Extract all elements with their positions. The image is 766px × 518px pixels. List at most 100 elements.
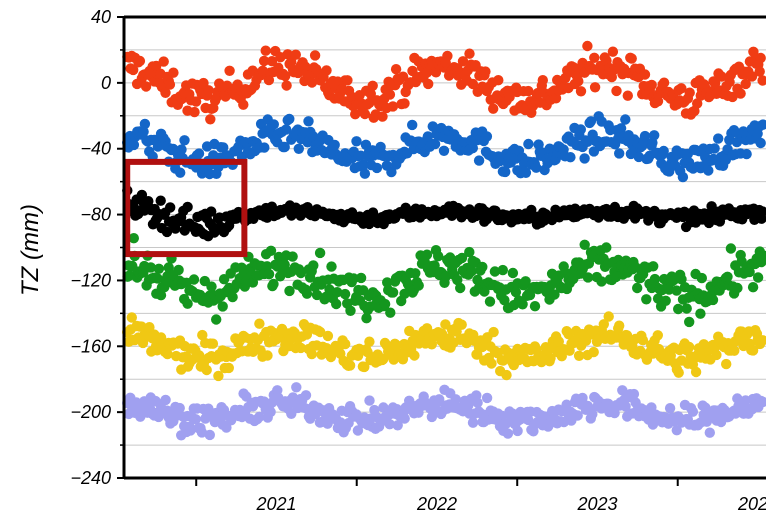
data-point	[139, 118, 151, 130]
data-point	[306, 77, 318, 88]
data-point	[553, 336, 564, 347]
data-point	[614, 148, 625, 159]
data-point	[145, 262, 156, 273]
data-point	[196, 427, 208, 438]
data-point	[467, 142, 478, 154]
data-point	[489, 266, 501, 277]
data-point	[517, 299, 528, 310]
axes: 40 0 −40 −80 −120 −160 −200 −240 2021 2022 2023 202…	[70, 7, 766, 514]
series-3	[122, 185, 766, 242]
data-point	[572, 410, 583, 421]
data-point	[331, 298, 342, 310]
data-point	[614, 320, 625, 331]
data-point	[603, 311, 614, 322]
data-point	[692, 98, 703, 109]
data-point	[266, 56, 278, 67]
data-point	[709, 143, 720, 154]
data-point	[684, 316, 695, 328]
data-point	[549, 289, 560, 300]
data-point	[626, 53, 637, 64]
data-point	[385, 307, 396, 318]
data-point	[481, 131, 493, 142]
data-point	[727, 91, 738, 103]
data-point	[529, 301, 541, 312]
data-point	[755, 52, 766, 64]
data-point	[429, 138, 441, 150]
data-point	[628, 388, 640, 400]
data-point	[284, 113, 295, 125]
data-point	[735, 88, 746, 99]
data-point	[377, 111, 388, 122]
data-point	[704, 427, 715, 438]
data-point	[716, 71, 727, 82]
data-point	[175, 167, 186, 178]
data-point	[512, 425, 523, 437]
data-point	[386, 166, 397, 178]
data-point	[615, 123, 627, 134]
data-point	[284, 285, 295, 297]
data-point	[409, 350, 420, 361]
data-point	[279, 259, 290, 270]
data-point	[575, 86, 587, 97]
data-point	[134, 55, 146, 67]
data-point	[364, 336, 375, 347]
data-point	[617, 385, 628, 396]
data-point	[201, 364, 212, 376]
data-point	[300, 390, 312, 401]
data-point	[190, 414, 201, 425]
data-point	[526, 204, 537, 216]
data-point	[752, 272, 764, 283]
data-point	[707, 294, 719, 306]
data-point	[622, 90, 633, 101]
data-point	[158, 56, 169, 67]
data-point	[565, 152, 576, 163]
data-point	[502, 428, 514, 439]
data-point	[758, 250, 766, 261]
data-point	[480, 66, 491, 77]
y-tick-label: −80	[80, 205, 111, 225]
data-point	[263, 269, 275, 280]
data-point	[392, 420, 403, 431]
data-point	[295, 267, 307, 279]
data-point	[440, 271, 452, 282]
data-point	[190, 96, 202, 107]
data-point	[206, 206, 217, 217]
x-tick-label: 2022	[416, 494, 457, 514]
data-point	[596, 276, 607, 287]
data-point	[757, 206, 766, 217]
y-tick-label: −120	[70, 270, 111, 290]
data-point	[630, 262, 641, 273]
data-point	[238, 99, 249, 110]
data-point	[658, 145, 669, 157]
data-point	[429, 260, 440, 271]
data-point	[510, 286, 522, 298]
data-point	[361, 313, 372, 324]
data-point	[721, 358, 732, 370]
data-point	[261, 261, 273, 272]
data-point	[162, 348, 173, 360]
data-point	[579, 239, 590, 250]
data-point	[358, 159, 369, 171]
data-point	[473, 155, 485, 166]
data-point	[684, 87, 695, 98]
data-point	[387, 287, 399, 298]
highlight-box	[124, 158, 248, 258]
data-point	[224, 65, 235, 77]
data-point	[467, 417, 479, 428]
data-point	[523, 138, 534, 150]
data-point	[364, 395, 375, 406]
data-point	[407, 119, 418, 131]
data-point	[258, 55, 270, 67]
data-point	[477, 261, 488, 273]
data-point	[755, 137, 766, 149]
data-point	[472, 274, 483, 286]
data-point	[211, 314, 222, 325]
data-point	[399, 413, 410, 424]
data-point	[326, 261, 337, 272]
data-point	[384, 89, 396, 100]
data-point	[500, 166, 511, 178]
data-point	[321, 65, 332, 76]
data-point	[164, 79, 176, 90]
data-point	[153, 263, 165, 274]
data-point	[690, 366, 702, 378]
